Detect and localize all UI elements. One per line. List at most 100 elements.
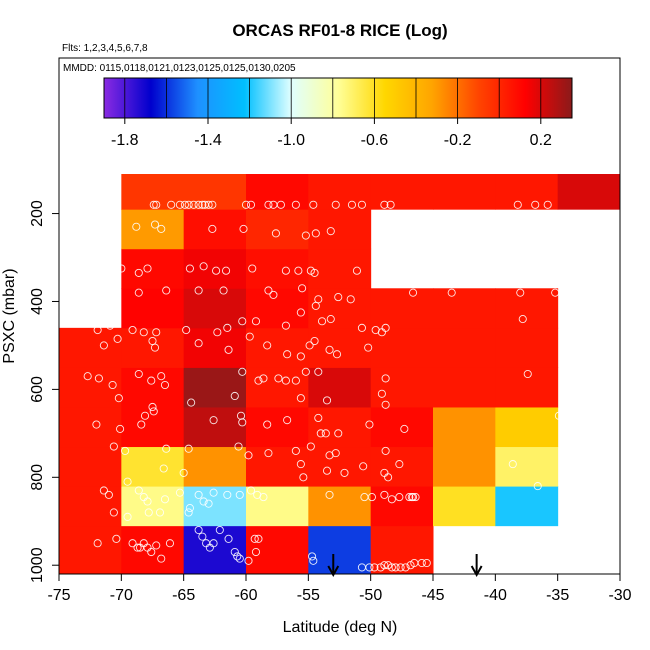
observation-point	[371, 266, 380, 275]
heatmap-cell	[183, 446, 247, 487]
heatmap-cell	[121, 248, 185, 289]
observation-point	[109, 508, 118, 517]
y-axis-label: PSXC (mbar)	[1, 268, 18, 363]
observation-point	[244, 451, 253, 460]
observation-point	[422, 558, 431, 568]
observation-point	[417, 558, 426, 568]
observation-point	[317, 317, 327, 326]
observation-point	[167, 200, 176, 209]
observation-point	[235, 490, 244, 499]
observation-point	[395, 493, 404, 502]
heatmap-cell	[495, 288, 559, 329]
observation-point	[93, 539, 102, 548]
heatmap-cell	[308, 248, 372, 289]
observation-point	[194, 490, 203, 499]
observation-point	[189, 200, 198, 209]
observation-point	[106, 286, 115, 295]
observation-point	[238, 317, 247, 326]
observation-point	[180, 200, 189, 209]
heatmap-cell	[308, 486, 372, 527]
y-tick-label: 400	[29, 288, 46, 315]
observation-point	[322, 466, 332, 475]
observation-point	[259, 374, 268, 383]
observation-point	[248, 264, 257, 273]
heatmap-cell	[433, 367, 496, 408]
observation-point	[157, 224, 166, 233]
observation-point	[305, 341, 314, 350]
observation-point	[296, 308, 305, 317]
observation-point	[224, 534, 233, 543]
observation-point	[301, 367, 310, 376]
colorbar: -1.8 -1.4 -1.0 -0.6 -0.2 0.2	[103, 77, 573, 149]
observation-point	[165, 539, 175, 548]
heatmap-cell	[183, 209, 247, 250]
observation-point	[113, 334, 122, 343]
observation-point	[263, 420, 272, 429]
observation-point	[238, 367, 247, 376]
observation-point	[314, 367, 323, 376]
observation-point	[281, 321, 290, 330]
observation-point	[204, 200, 213, 209]
observation-point	[157, 372, 166, 381]
heatmap-cell	[59, 446, 122, 487]
observation-point	[254, 376, 263, 385]
colorbar-tick-label: -1.0	[277, 132, 305, 149]
observation-point	[112, 534, 121, 543]
observation-point	[298, 284, 307, 293]
observation-point	[128, 325, 137, 335]
observation-point	[380, 200, 389, 209]
x-tick-label: -60	[234, 587, 257, 604]
observation-point	[134, 369, 143, 379]
observation-point	[299, 473, 308, 482]
heatmap-cell	[433, 446, 496, 487]
y-tick-label: 200	[29, 200, 46, 227]
observation-point	[357, 323, 366, 332]
observation-point	[523, 369, 532, 379]
observation-point	[194, 525, 203, 535]
observation-point	[276, 200, 285, 209]
observation-point	[116, 424, 125, 433]
observation-point	[359, 462, 368, 471]
dates-label: MMDD: 0115,0118,0121,0123,0125,0125,0130…	[63, 63, 296, 74]
observation-point	[185, 264, 194, 273]
heatmap-cell	[121, 406, 185, 448]
heatmap-cell	[557, 174, 621, 210]
observation-point	[149, 200, 158, 209]
observation-point	[543, 200, 552, 209]
observation-point	[223, 490, 232, 499]
observation-point	[310, 268, 319, 277]
observation-point	[139, 328, 148, 337]
heatmap-cell	[246, 486, 309, 527]
observation-point	[264, 200, 273, 209]
observation-point	[283, 416, 292, 425]
colorbar-tick-label: -0.2	[444, 132, 472, 149]
heatmap-cell	[183, 248, 247, 289]
observation-point	[149, 407, 158, 416]
x-axis: -75 -70 -65 -60 -55 -50 -45 -40 -35 -30	[47, 574, 632, 604]
heatmap-cell	[370, 406, 434, 448]
heatmap-cell	[370, 327, 434, 368]
y-tick-label: 800	[29, 464, 46, 491]
heatmap-cell	[59, 486, 122, 527]
observation-point	[143, 264, 152, 273]
observation-point	[334, 293, 343, 302]
observation-point	[281, 266, 290, 275]
observation-point	[321, 429, 330, 438]
heatmap-cell	[370, 486, 434, 527]
observation-point	[213, 328, 222, 337]
observation-point	[508, 460, 517, 469]
heatmap-cell	[121, 446, 185, 487]
heatmap-cell	[121, 288, 185, 329]
observation-point	[219, 286, 228, 295]
observation-point	[264, 449, 273, 458]
observation-point	[311, 229, 320, 238]
observation-point	[208, 224, 217, 233]
observation-point	[331, 200, 340, 209]
observation-point	[274, 374, 283, 383]
observation-point	[306, 442, 315, 451]
observation-point	[175, 488, 184, 497]
observation-point	[322, 396, 332, 405]
observation-point	[259, 493, 268, 502]
observation-point	[409, 288, 418, 297]
